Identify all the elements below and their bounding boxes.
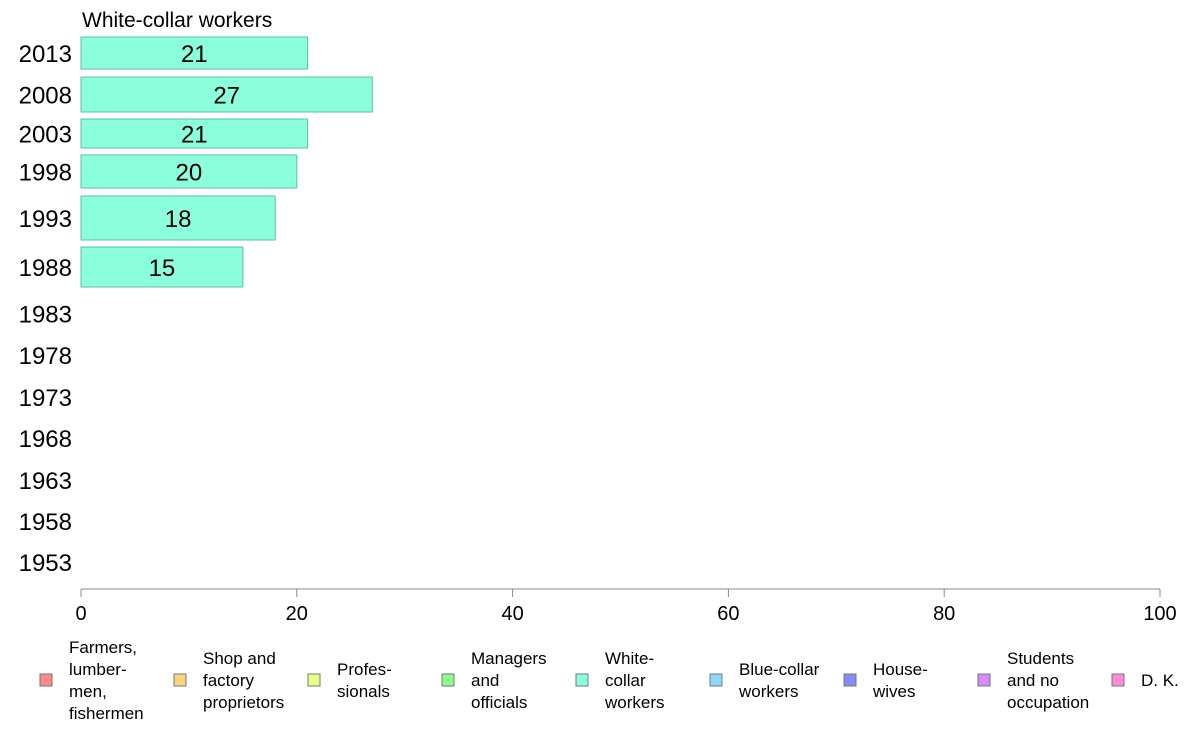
legend-swatch [173, 673, 187, 687]
legend-item: Farmers, lumber-men, fishermen [39, 638, 144, 723]
legend-label: and no [1007, 671, 1059, 690]
legend-item: Shop and factory proprietors [173, 649, 284, 712]
year-label: 1998 [19, 160, 72, 187]
x-tick-label: 60 [717, 603, 739, 625]
bar [80, 154, 298, 189]
bar-value-label: 27 [213, 83, 240, 110]
legend-label: fishermen [69, 704, 144, 723]
legend-label: sionals [337, 682, 390, 701]
legend-label: wives [872, 682, 916, 701]
legend-label: occupation [1007, 693, 1089, 712]
legend-swatch [39, 673, 53, 687]
legend-item: Managers and officials [441, 649, 547, 712]
x-tick-label: 0 [75, 603, 86, 625]
legend-item: Profes-sionals [307, 660, 392, 701]
legend-swatch [441, 673, 455, 687]
legend-swatch [307, 673, 321, 687]
legend-label: officials [471, 693, 527, 712]
legend-swatch [709, 673, 723, 687]
chart-title: White-collar workers [82, 9, 272, 32]
year-label: 1978 [19, 343, 72, 370]
legend-label: collar [605, 671, 646, 690]
legend-label: proprietors [203, 693, 284, 712]
bar [80, 76, 373, 113]
legend-label: men, [69, 682, 107, 701]
legend-label: Managers [471, 649, 547, 668]
year-label: 1968 [19, 426, 72, 453]
bar-value-label: 21 [181, 41, 208, 68]
legend-label: D. K. [1141, 671, 1179, 690]
bar-value-label: 18 [165, 206, 192, 233]
legend-label: factory [203, 671, 255, 690]
legend-label: Profes- [337, 660, 392, 679]
bar-value-label: 21 [181, 122, 208, 149]
year-label: 1983 [19, 302, 72, 329]
legend-swatch [1111, 673, 1125, 687]
legend-swatch [843, 673, 857, 687]
x-tick-label: 40 [501, 603, 523, 625]
x-tick-label: 100 [1143, 603, 1176, 625]
year-label: 1963 [19, 468, 72, 495]
bar [80, 195, 276, 241]
legend-label: House- [873, 660, 928, 679]
bar [80, 118, 309, 149]
bars-layer: 2013 21 2008 27 2003 21 1998 20 1993 18 1988 15 1983… [19, 36, 373, 577]
legend-label: workers [738, 682, 799, 701]
year-label: 1988 [19, 255, 72, 282]
legend-label: and [471, 671, 499, 690]
bar [80, 246, 244, 288]
legend-item: Blue-collar workers [709, 660, 820, 701]
legend-item: D. K. [1111, 671, 1179, 690]
legend-label: workers [604, 693, 665, 712]
legend-label: Shop and [203, 649, 276, 668]
year-label: 1958 [19, 509, 72, 536]
legend-item: House-wives [843, 660, 928, 701]
legend: Farmers, lumber-men, fishermen Shop and fact… [39, 638, 1179, 723]
bar-value-label: 15 [149, 255, 176, 282]
x-tick-label: 20 [286, 603, 308, 625]
legend-item: White-collar workers [575, 649, 665, 712]
legend-swatch [575, 673, 589, 687]
year-label: 1953 [19, 550, 72, 577]
legend-label: lumber- [69, 660, 127, 679]
legend-label: White- [605, 649, 654, 668]
x-tick-label: 80 [933, 603, 955, 625]
bar-value-label: 20 [176, 160, 203, 187]
legend-swatch [977, 673, 991, 687]
year-label: 2013 [19, 41, 72, 68]
legend-label: Farmers, [69, 638, 137, 657]
year-label: 2003 [19, 122, 72, 149]
legend-label: Students [1007, 649, 1074, 668]
legend-label: Blue-collar [739, 660, 820, 679]
year-label: 1973 [19, 385, 72, 412]
x-axis: 0 20 40 60 80 100 [75, 588, 1177, 625]
year-label: 1993 [19, 206, 72, 233]
legend-item: Students and no occupation [977, 649, 1089, 712]
bar [80, 36, 309, 70]
year-label: 2008 [19, 83, 72, 110]
